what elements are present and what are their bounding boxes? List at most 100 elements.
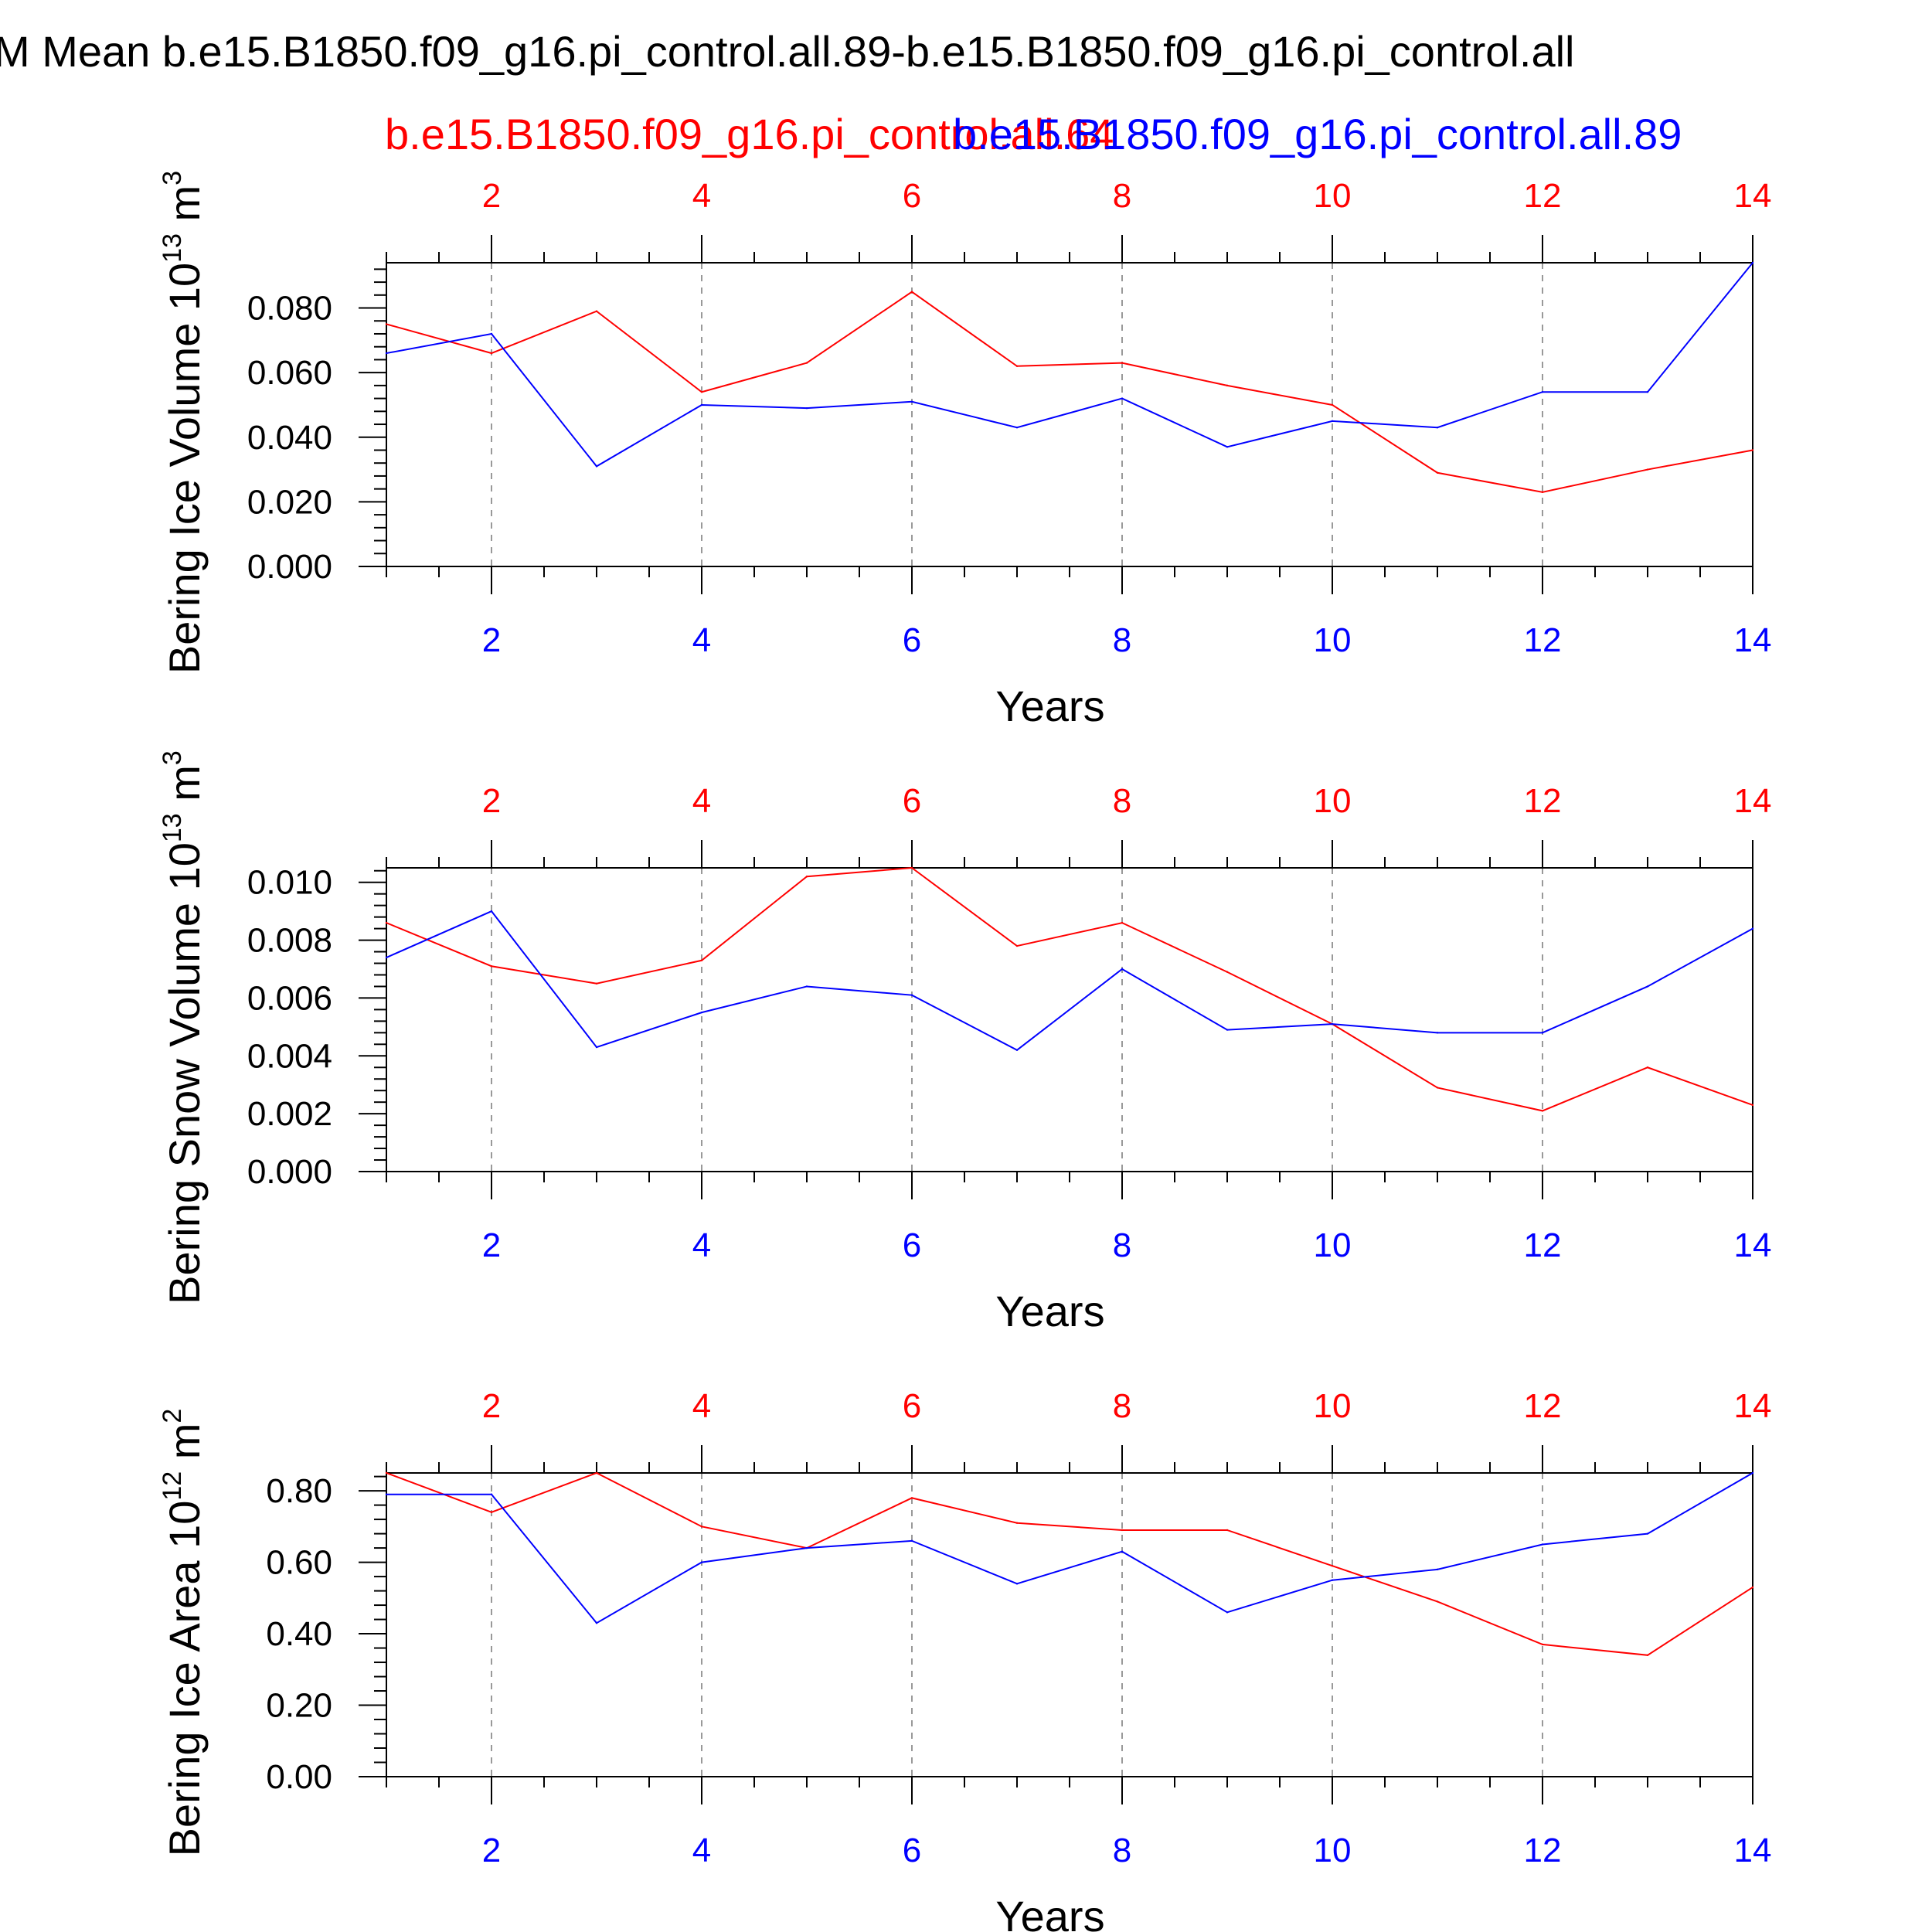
y-tick-label: 0.004 — [247, 1037, 332, 1075]
y-tick-label: 0.010 — [247, 864, 332, 902]
data-point-red — [1646, 468, 1649, 471]
data-point-blue — [385, 1493, 388, 1495]
x-tick-label-top: 10 — [1314, 1387, 1352, 1425]
data-point-red — [385, 921, 388, 924]
data-point-blue — [910, 400, 913, 403]
data-point-red — [1121, 362, 1124, 364]
data-point-blue — [595, 1621, 598, 1624]
data-point-red — [595, 982, 598, 985]
series-line-red — [386, 1471, 1753, 1656]
data-point-red — [1646, 1654, 1649, 1656]
data-point-red — [1541, 491, 1544, 494]
x-tick-label-bottom: 4 — [692, 621, 711, 659]
x-tick-label-top: 14 — [1734, 1387, 1772, 1425]
y-tick-label: 0.006 — [247, 979, 332, 1017]
y-tick-label: 0.000 — [247, 548, 332, 586]
series-line-red — [386, 291, 1753, 493]
panel-1: 2 2 4 4 6 6 8 8 10 10 12 12 14 14 0.000 0.020 0.040 0.060… — [158, 171, 1771, 730]
data-point-red — [1226, 971, 1229, 973]
data-point-blue — [805, 1546, 808, 1549]
figure-title: M Mean b.e15.B1850.f09_g16.pi_control.al… — [0, 27, 1574, 76]
data-point-blue — [595, 465, 598, 468]
x-tick-label-top: 2 — [482, 1387, 501, 1425]
subtitle-blue: b.e15.B1850.f09_g16.pi_control.all.89 — [953, 110, 1682, 158]
x-tick-label-top: 14 — [1734, 177, 1772, 215]
data-point-blue — [1331, 420, 1334, 423]
x-tick-label-bottom: 8 — [1113, 1832, 1131, 1869]
x-tick-label-top: 14 — [1734, 782, 1772, 820]
y-tick-label: 0.002 — [247, 1095, 332, 1133]
data-point-blue — [910, 994, 913, 996]
y-tick-label: 0.080 — [247, 290, 332, 328]
data-point-red — [700, 1526, 703, 1528]
y-tick-label: 0.008 — [247, 922, 332, 960]
y-tick-label: 0.060 — [247, 354, 332, 392]
data-point-red — [1436, 471, 1439, 474]
data-point-blue — [1015, 427, 1019, 429]
data-point-blue — [1646, 985, 1649, 988]
x-tick-label-bottom: 10 — [1314, 1832, 1352, 1869]
data-point-blue — [700, 403, 703, 406]
x-tick-label-bottom: 2 — [482, 1832, 501, 1869]
data-point-blue — [1226, 1029, 1229, 1031]
data-point-red — [700, 959, 703, 961]
data-point-blue — [1646, 391, 1649, 393]
data-point-red — [490, 965, 493, 968]
data-point-blue — [490, 332, 493, 335]
data-point-blue — [1751, 1471, 1754, 1475]
data-point-blue — [1331, 1022, 1334, 1026]
x-tick-label-bottom: 4 — [692, 1226, 711, 1264]
y-axis-label: Bering Ice Volume 1013 m3 — [158, 171, 209, 674]
x-tick-label-bottom: 14 — [1734, 1226, 1772, 1264]
plot-frame — [386, 867, 1753, 1172]
panel-3: 2 2 4 4 6 6 8 8 10 10 12 12 14 14 0.00 0.20 0.40 0.60 0.80… — [158, 1387, 1771, 1932]
y-tick-label: 0.000 — [247, 1153, 332, 1191]
plot-frame — [386, 262, 1753, 567]
x-tick-label-bottom: 6 — [903, 621, 921, 659]
x-tick-label-bottom: 2 — [482, 1226, 501, 1264]
data-point-red — [1015, 365, 1019, 367]
data-point-red — [1226, 1529, 1229, 1532]
data-point-red — [1751, 449, 1754, 451]
data-point-red — [1015, 944, 1019, 947]
x-axis-label: Years — [995, 1287, 1104, 1335]
data-point-red — [1436, 1087, 1439, 1089]
data-point-red — [595, 310, 598, 312]
data-point-red — [1646, 1066, 1649, 1069]
data-point-red — [490, 1511, 493, 1514]
data-point-red — [1436, 1600, 1439, 1603]
series-line-red — [386, 866, 1753, 1112]
data-point-blue — [385, 352, 388, 355]
data-point-red — [1121, 1529, 1124, 1532]
panel-2: 2 2 4 4 6 6 8 8 10 10 12 12 14 14 0.000 0.002 0.004 0.006… — [158, 750, 1771, 1335]
data-point-red — [1226, 384, 1229, 387]
x-tick-label-top: 6 — [903, 782, 921, 820]
x-tick-label-top: 6 — [903, 177, 921, 215]
y-tick-label: 0.00 — [266, 1758, 332, 1796]
data-point-red — [385, 323, 388, 325]
x-tick-label-bottom: 14 — [1734, 1832, 1772, 1869]
x-tick-label-bottom: 4 — [692, 1832, 711, 1869]
y-tick-label: 0.40 — [266, 1615, 332, 1653]
data-point-red — [490, 352, 493, 355]
x-tick-label-bottom: 2 — [482, 621, 501, 659]
data-point-blue — [1436, 427, 1439, 429]
data-point-red — [1015, 1522, 1019, 1524]
data-point-blue — [805, 985, 808, 988]
data-point-blue — [595, 1046, 598, 1049]
y-tick-label: 0.80 — [266, 1472, 332, 1510]
x-tick-label-bottom: 8 — [1113, 1226, 1131, 1264]
subtitle-red: b.e15.B1850.f09_g16.pi_control.all.64 — [385, 110, 1114, 158]
x-tick-label-top: 4 — [692, 177, 711, 215]
data-point-red — [385, 1471, 388, 1475]
x-tick-label-bottom: 12 — [1524, 1832, 1562, 1869]
x-axis-label: Years — [995, 682, 1104, 730]
data-point-red — [910, 1497, 913, 1499]
data-point-blue — [1015, 1049, 1019, 1052]
data-point-red — [805, 876, 808, 878]
x-tick-label-top: 12 — [1524, 177, 1562, 215]
data-point-red — [1331, 1565, 1334, 1567]
x-tick-label-bottom: 6 — [903, 1226, 921, 1264]
x-tick-label-top: 8 — [1113, 782, 1131, 820]
